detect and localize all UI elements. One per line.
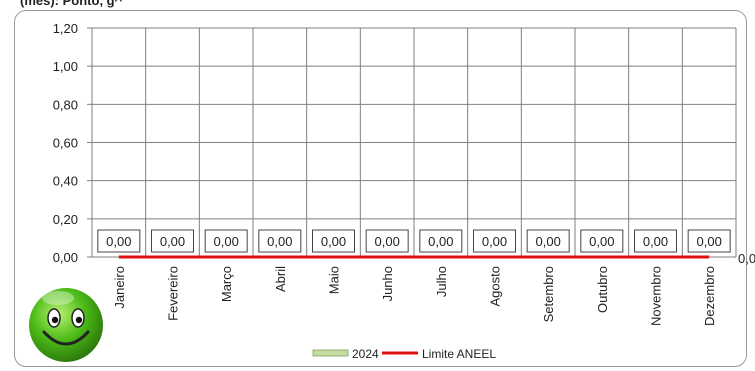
legend-label-2024: 2024 [352,347,379,361]
x-tick-label: Junho [380,266,395,301]
data-label-box [580,229,624,253]
data-label-box [365,229,409,253]
smiley-icon [29,288,103,362]
x-tick-label: Março [219,266,234,302]
x-tick-label: Julho [434,266,449,297]
data-label: 0,00 [536,234,561,249]
data-label: 0,00 [106,234,131,249]
data-label: 0,00 [643,234,668,249]
data-label-box [258,229,302,253]
data-label: 0,00 [589,234,614,249]
x-tick-label: Dezembro [702,266,717,326]
x-tick-label: Fevereiro [166,266,181,321]
legend-label-limite: Limite ANEEL [422,347,496,361]
y-tick-label: 0,40 [53,174,78,189]
data-label: 0,00 [214,234,239,249]
data-label-box [634,229,677,253]
limit-end-label: 0,00 [738,251,755,266]
data-label: 0,00 [321,234,346,249]
data-label-box [526,229,570,253]
data-label-box [473,229,516,253]
data-label-box [151,229,194,253]
chart-frame [14,10,747,367]
x-tick-label: Abril [273,266,288,292]
data-label: 0,00 [428,234,453,249]
y-tick-label: 1,20 [53,21,78,36]
data-label: 0,00 [697,234,722,249]
data-label: 0,00 [160,234,185,249]
x-tick-label: Novembro [649,266,664,326]
y-tick-label: 0,00 [53,250,78,265]
data-label-box [312,229,355,253]
x-tick-label: Janeiro [112,266,127,309]
header-fragment: (mês): Ponto, g^ [20,0,123,8]
data-label: 0,00 [482,234,507,249]
x-tick-label: Maio [327,266,342,294]
x-tick-label: Setembro [541,266,556,322]
x-tick-label: Outubro [595,266,610,313]
y-tick-label: 1,00 [53,59,78,74]
y-tick-label: 0,20 [53,212,78,227]
data-label: 0,00 [267,234,292,249]
y-tick-label: 0,60 [53,136,78,151]
x-tick-label: Agosto [488,266,503,306]
legend-swatch-2024 [312,349,349,357]
data-label-box [97,229,141,253]
data-label: 0,00 [375,234,400,249]
data-label-box [687,229,731,253]
legend: 2024 Limite ANEEL [312,347,496,361]
data-label-box [419,229,463,253]
data-label-box [204,229,248,253]
y-tick-label: 0,80 [53,97,78,112]
